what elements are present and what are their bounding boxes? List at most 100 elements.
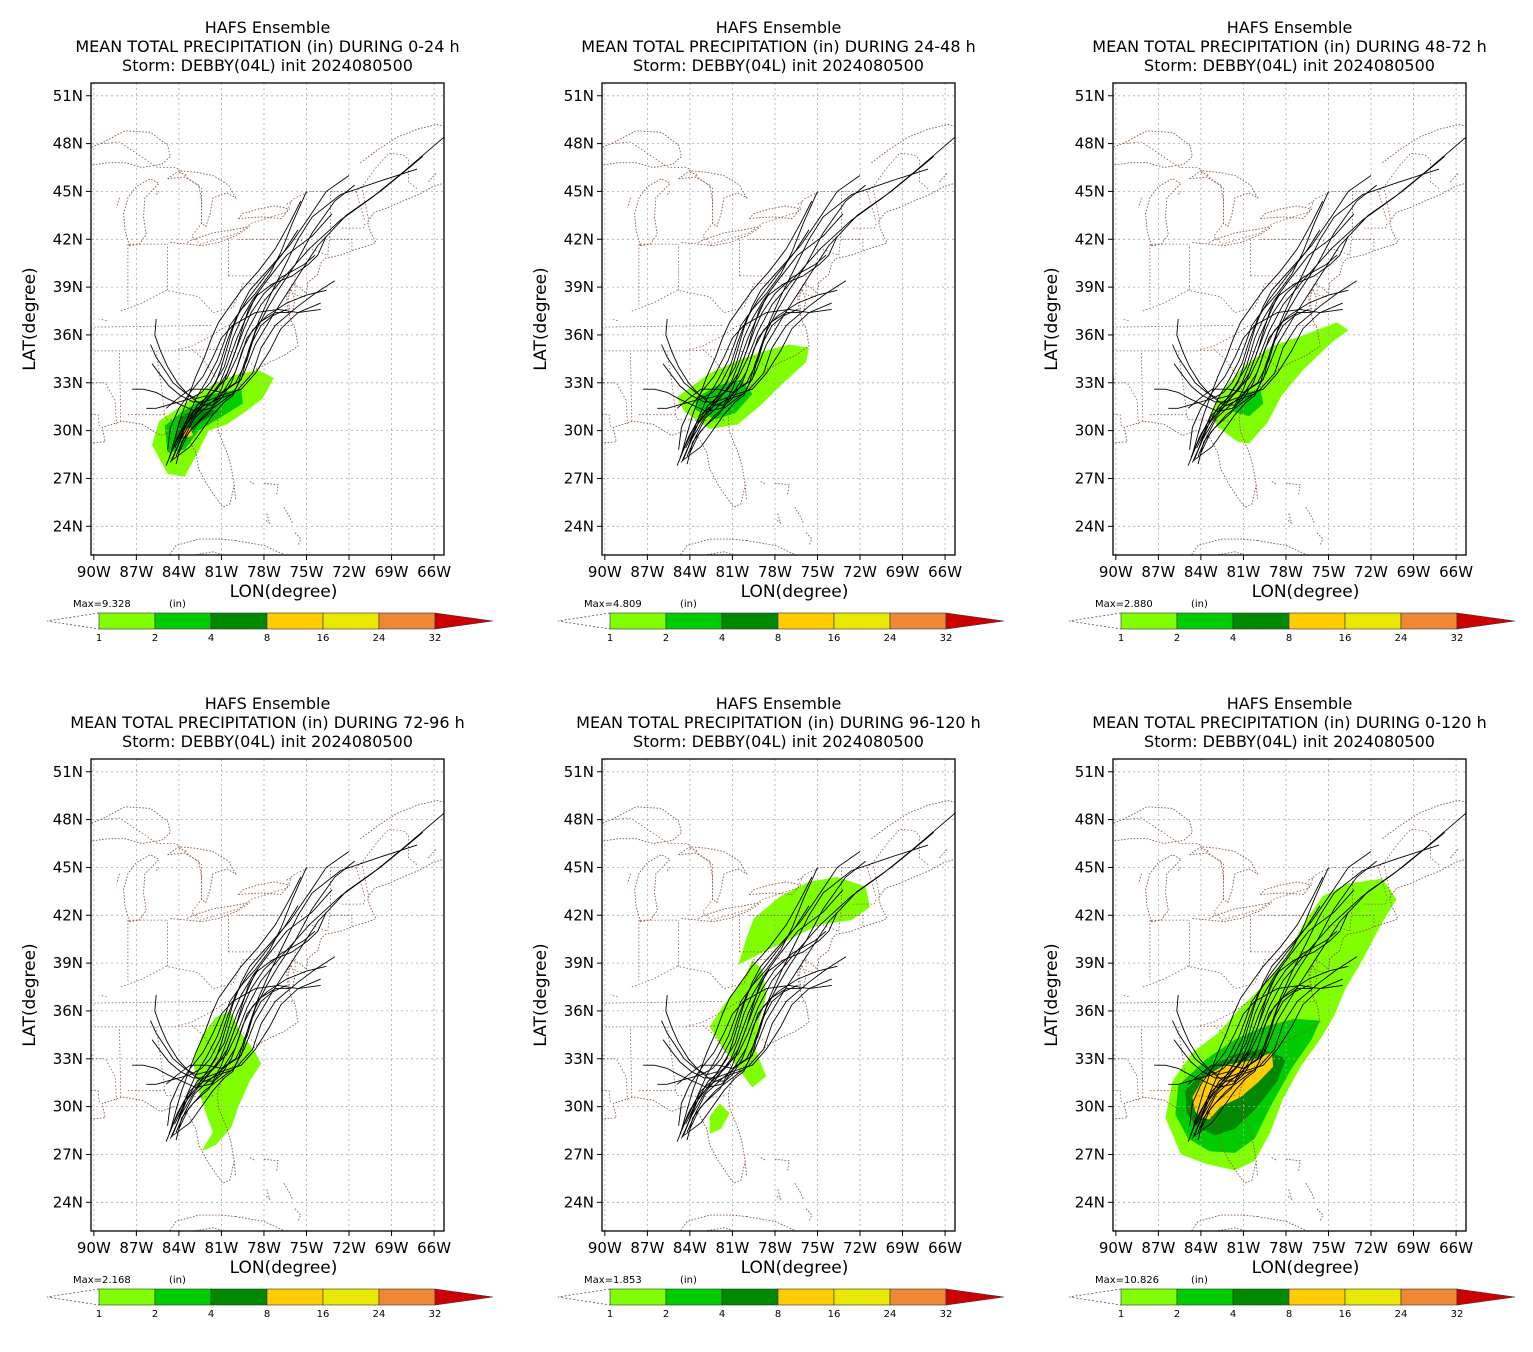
state-border bbox=[100, 817, 419, 921]
y-tick-label: 24N bbox=[564, 1193, 594, 1211]
coastline bbox=[1255, 1160, 1259, 1177]
colorbar-over-arrow bbox=[945, 612, 1005, 630]
state-border bbox=[1141, 1026, 1144, 1098]
coastline bbox=[1308, 200, 1315, 205]
coastline bbox=[1271, 481, 1278, 486]
state-border bbox=[1149, 1090, 1237, 1098]
colorbar-box-1 bbox=[1120, 1288, 1178, 1306]
y-tick-label: 33N bbox=[564, 1050, 594, 1068]
storm-track bbox=[1187, 832, 1445, 1142]
x-tick-label: 84W bbox=[162, 563, 196, 581]
colorbar-level-label: 16 bbox=[828, 1309, 841, 1320]
y-tick-label: 27N bbox=[1075, 1145, 1105, 1163]
x-tick-label: 90W bbox=[588, 1239, 622, 1257]
state-border bbox=[852, 897, 878, 905]
storm-track bbox=[678, 984, 832, 1126]
y-tick-label: 30N bbox=[564, 422, 594, 440]
state-border bbox=[838, 238, 864, 251]
coastline bbox=[797, 876, 804, 881]
state-border bbox=[341, 221, 367, 229]
coastline bbox=[1177, 191, 1182, 195]
storm-track bbox=[167, 984, 321, 1126]
coastline bbox=[249, 1157, 256, 1162]
coastline bbox=[294, 1208, 302, 1222]
storm-track bbox=[683, 984, 798, 1136]
y-tick-label: 33N bbox=[1075, 374, 1105, 392]
colorbar-box-1 bbox=[609, 612, 667, 630]
state-border bbox=[1383, 186, 1392, 222]
x-tick-label: 75W bbox=[801, 563, 835, 581]
storm-track bbox=[682, 235, 838, 462]
storm-track bbox=[1193, 911, 1349, 1138]
storm-track bbox=[175, 844, 418, 1133]
colorbar-level-label: 8 bbox=[264, 1309, 270, 1320]
coastline bbox=[170, 902, 251, 923]
storm-track bbox=[689, 280, 847, 454]
state-border bbox=[91, 414, 100, 428]
storm-track bbox=[686, 965, 838, 1141]
panel-title-storm: Storm: DEBBY(04L) init 2024080500 bbox=[122, 56, 413, 75]
storm-track bbox=[680, 200, 813, 455]
coastline bbox=[749, 205, 802, 219]
state-border bbox=[638, 414, 726, 422]
storm-track bbox=[686, 289, 838, 465]
x-tick-label: 72W bbox=[332, 1239, 366, 1257]
x-tick-label: 75W bbox=[290, 1239, 324, 1257]
panel-title-period: MEAN TOTAL PRECIPITATION (in) DURING 24-… bbox=[581, 37, 975, 56]
colorbar-box-2 bbox=[154, 612, 212, 630]
state-border bbox=[630, 350, 633, 422]
storm-track bbox=[686, 844, 929, 1133]
storm-track bbox=[146, 905, 299, 1085]
coastline bbox=[1189, 846, 1259, 904]
y-tick-label: 51N bbox=[53, 87, 83, 105]
state-border bbox=[341, 897, 367, 905]
coastline bbox=[602, 130, 682, 168]
panel-title-period: MEAN TOTAL PRECIPITATION (in) DURING 0-2… bbox=[75, 37, 459, 56]
y-tick-label: 33N bbox=[564, 374, 594, 392]
colorbar-level-label: 8 bbox=[775, 633, 781, 644]
coastline bbox=[249, 481, 256, 486]
coastline bbox=[178, 847, 188, 852]
colorbar-level-label: 16 bbox=[1339, 1309, 1352, 1320]
colorbar-level-label: 2 bbox=[663, 633, 669, 644]
x-axis-title: LON(degree) bbox=[1252, 582, 1360, 602]
x-tick-label: 87W bbox=[119, 1239, 153, 1257]
state-border bbox=[602, 1090, 611, 1104]
state-border bbox=[99, 318, 107, 321]
colorbar-level-label: 24 bbox=[884, 1309, 897, 1320]
colorbar-level-label: 2 bbox=[663, 1309, 669, 1320]
panel-title-model: HAFS Ensemble bbox=[205, 694, 331, 713]
storm-track bbox=[1172, 851, 1372, 1076]
state-border bbox=[120, 281, 279, 314]
x-tick-label: 90W bbox=[588, 563, 622, 581]
colorbar-over-arrow bbox=[945, 1288, 1005, 1306]
state-border bbox=[1363, 897, 1389, 905]
storm-track bbox=[1168, 905, 1321, 1085]
coastline bbox=[1382, 124, 1466, 164]
y-tick-label: 24N bbox=[564, 517, 594, 535]
panel-title-period: MEAN TOTAL PRECIPITATION (in) DURING 48-… bbox=[1092, 37, 1486, 56]
storm-track bbox=[1193, 235, 1349, 462]
x-tick-label: 81W bbox=[204, 1239, 238, 1257]
y-tick-label: 42N bbox=[564, 230, 594, 248]
state-border bbox=[1177, 1026, 1188, 1091]
x-tick-label: 66W bbox=[417, 1239, 451, 1257]
panel-title-storm: Storm: DEBBY(04L) init 2024080500 bbox=[633, 732, 924, 751]
x-axis-title: LON(degree) bbox=[230, 1258, 338, 1278]
colorbar-level-label: 4 bbox=[208, 633, 214, 644]
y-tick-label: 30N bbox=[53, 422, 83, 440]
ensemble-tracks bbox=[1154, 136, 1466, 466]
colorbar-box-3 bbox=[210, 1288, 268, 1306]
coastline bbox=[233, 484, 237, 501]
x-tick-label: 69W bbox=[886, 1239, 920, 1257]
coastline bbox=[238, 881, 291, 895]
x-tick-label: 81W bbox=[1226, 1239, 1260, 1257]
coastline bbox=[1308, 876, 1315, 881]
state-border bbox=[1141, 350, 1144, 422]
coastline bbox=[679, 538, 798, 555]
y-tick-label: 39N bbox=[53, 954, 83, 972]
